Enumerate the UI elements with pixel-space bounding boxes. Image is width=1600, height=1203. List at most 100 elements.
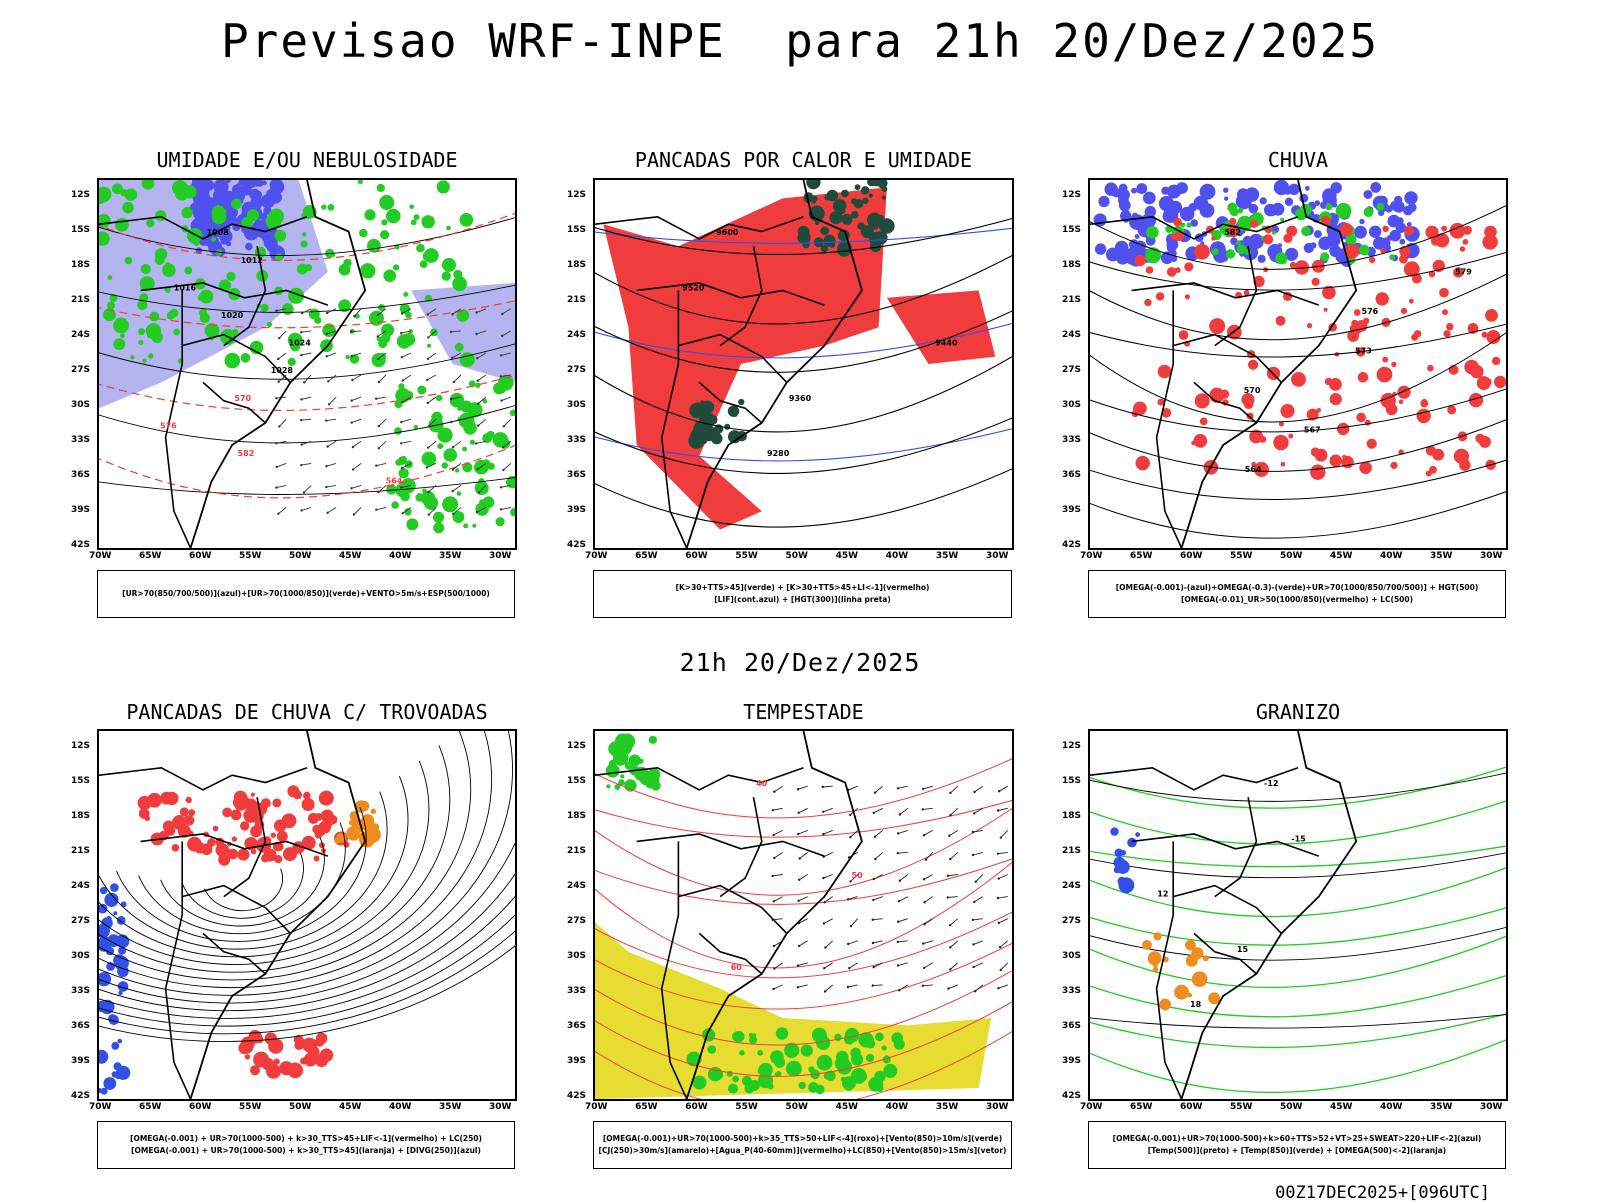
shaded-cell (1191, 971, 1208, 987)
streamline (182, 853, 304, 919)
political-border (595, 215, 804, 240)
shaded-cell (1380, 392, 1396, 409)
wind-vector-head (974, 880, 977, 883)
streamline (99, 745, 451, 973)
shaded-cell (435, 394, 443, 402)
shaded-cell (1199, 417, 1208, 426)
shaded-cell (1135, 832, 1140, 837)
political-border (202, 381, 266, 424)
wind-vector-head (350, 487, 353, 490)
contour-line (1090, 323, 1506, 358)
wind-vector (351, 484, 362, 489)
shaded-cell (482, 398, 488, 404)
shaded-cell (1289, 261, 1297, 269)
shaded-cell (891, 1032, 903, 1044)
shaded-cell (1280, 461, 1286, 467)
wind-vector-head (821, 785, 824, 789)
longitude-label: 45W (339, 551, 362, 561)
shaded-cell (301, 835, 316, 850)
contour-line (595, 799, 1012, 838)
shaded-cell (456, 309, 470, 322)
wind-vector-head (796, 964, 800, 967)
shaded-cell (1311, 277, 1320, 286)
wind-vector-head (452, 380, 455, 384)
shaded-cell (124, 256, 133, 265)
contour-value-label: 50 (852, 871, 864, 880)
longitude-label: 50W (1280, 551, 1303, 561)
shaded-cell (195, 247, 203, 254)
shaded-cell (1191, 947, 1204, 960)
shaded-cell (883, 1063, 898, 1078)
contour-value-label: -12 (1264, 779, 1278, 788)
shaded-cell (1389, 229, 1401, 242)
shaded-cell (840, 1076, 846, 1082)
shaded-cell (1237, 207, 1244, 214)
shaded-cell (419, 260, 428, 268)
political-border (164, 841, 192, 1099)
shaded-cell (185, 796, 192, 804)
wind-vector (874, 830, 883, 838)
wind-vector (897, 940, 908, 943)
wind-vector (478, 485, 487, 493)
longitude-label: 60W (685, 1102, 708, 1112)
wind-vector-head (277, 380, 280, 383)
wind-vector (328, 396, 337, 405)
shaded-cell (628, 782, 636, 790)
wind-vector (998, 785, 1009, 792)
shaded-cell (220, 236, 229, 245)
wind-vector (402, 507, 412, 514)
shaded-cell (250, 1065, 260, 1076)
shaded-cell (1170, 255, 1178, 262)
shaded-cell (738, 398, 745, 406)
shaded-cell (1370, 182, 1382, 193)
political-border (181, 884, 291, 934)
wind-vector-head (300, 509, 303, 512)
latitude-label: 21S (567, 846, 587, 856)
shaded-cell (1357, 372, 1369, 383)
forecast-map-panel: 1008 1012 1016 1020 1024 1028 570 576 582 564 (97, 178, 517, 550)
latitude-label: 18S (567, 260, 587, 270)
latitude-label: 15S (567, 776, 587, 786)
wind-vector (798, 896, 808, 902)
shaded-cell (281, 813, 297, 829)
shaded-cell (814, 220, 820, 226)
shaded-cell (510, 507, 515, 517)
shaded-cell (1294, 260, 1310, 275)
shaded-cell (1248, 233, 1264, 249)
political-border (181, 333, 291, 383)
political-border (1172, 884, 1282, 934)
wind-vector-head (278, 336, 281, 340)
wind-vector (276, 440, 287, 444)
wind-vector (847, 896, 858, 900)
shaded-cell (628, 754, 641, 767)
wind-vector-head (427, 446, 430, 449)
shaded-cell (1157, 398, 1165, 406)
shaded-cell (833, 199, 847, 213)
wind-vector (922, 807, 933, 810)
wind-vector (276, 308, 287, 312)
shaded-cell (165, 262, 171, 267)
shaded-cell (1180, 222, 1186, 228)
shaded-cell (395, 459, 402, 466)
wind-vector (848, 940, 858, 945)
latitude-label: 15S (567, 225, 587, 235)
latitude-label: 36S (1062, 1021, 1082, 1031)
shaded-cell (263, 207, 272, 215)
wind-vector-head (499, 486, 503, 489)
shaded-cell (851, 1053, 864, 1066)
shaded-cell (707, 1045, 716, 1054)
wind-vector-head (948, 834, 951, 837)
longitude-label: 40W (885, 1102, 909, 1112)
shaded-cell (245, 242, 253, 251)
contour-line (595, 807, 1012, 896)
shaded-cell (1153, 932, 1162, 941)
shaded-cell (410, 219, 417, 226)
shaded-cell (1134, 254, 1146, 267)
wind-vector (873, 896, 883, 901)
wind-vector (426, 462, 437, 468)
wind-vector-head (477, 491, 481, 494)
shaded-cell (1147, 951, 1162, 966)
shaded-cell (800, 1044, 813, 1057)
shaded-cell (260, 303, 269, 312)
contour-value-label: 1012 (241, 256, 263, 265)
